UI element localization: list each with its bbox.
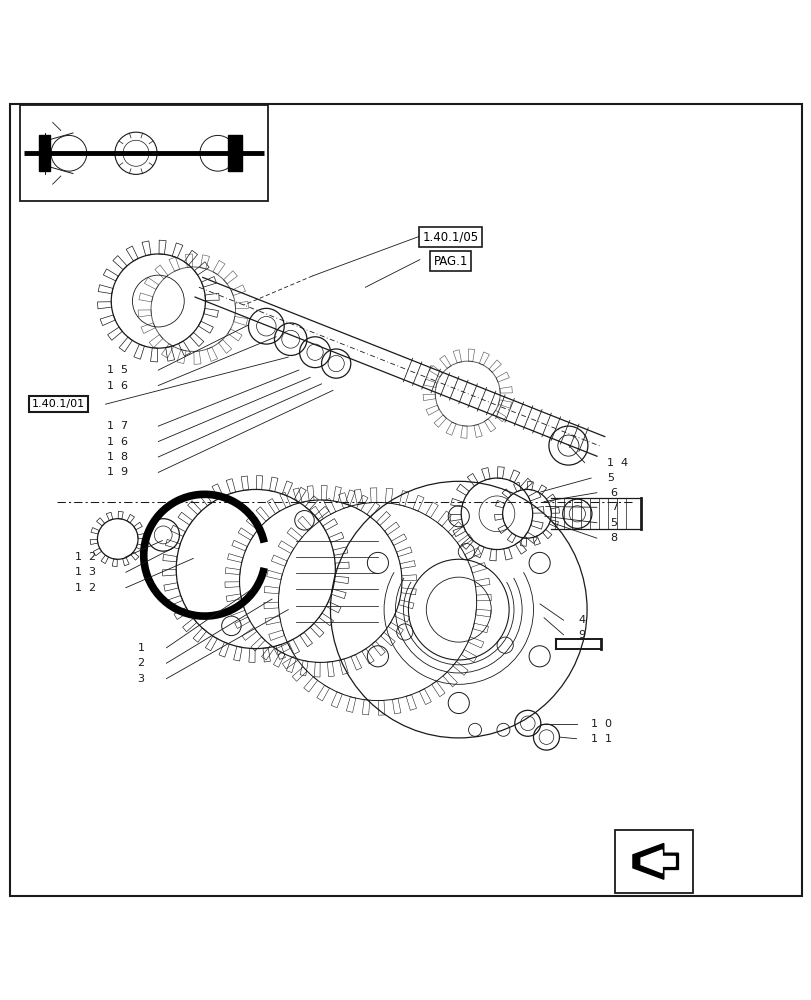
Text: 1  4: 1 4	[607, 458, 628, 468]
Text: 1  9: 1 9	[107, 467, 128, 477]
Polygon shape	[641, 850, 674, 873]
Text: 2: 2	[137, 658, 144, 668]
Text: PAG.1: PAG.1	[433, 255, 467, 268]
Polygon shape	[633, 843, 677, 879]
Text: 1  7: 1 7	[107, 421, 128, 431]
Bar	[20, 105, 268, 201]
Text: 1.40.1/05: 1.40.1/05	[422, 230, 478, 243]
Text: 1  6: 1 6	[107, 381, 128, 391]
Text: 1  8: 1 8	[107, 452, 128, 462]
Text: 1: 1	[137, 643, 144, 653]
Text: 1  3: 1 3	[75, 567, 96, 577]
Bar	[227, 135, 242, 171]
Text: 1  2: 1 2	[75, 552, 96, 562]
Text: 1  1: 1 1	[590, 734, 611, 744]
Bar	[615, 830, 692, 893]
Text: 1.40.1/01: 1.40.1/01	[32, 399, 85, 409]
Text: 6: 6	[610, 488, 617, 498]
Text: 7: 7	[610, 502, 617, 512]
Text: 1  2: 1 2	[75, 583, 96, 593]
Text: 5: 5	[607, 473, 614, 483]
Text: 1  0: 1 0	[590, 719, 611, 729]
Text: 8: 8	[610, 533, 617, 543]
Text: 9: 9	[577, 630, 585, 640]
Text: 4: 4	[577, 615, 585, 625]
Text: 1  6: 1 6	[107, 437, 128, 447]
Text: 5: 5	[610, 518, 617, 528]
Text: 3: 3	[137, 674, 144, 684]
Text: 1  5: 1 5	[107, 365, 128, 375]
Bar	[39, 135, 50, 171]
